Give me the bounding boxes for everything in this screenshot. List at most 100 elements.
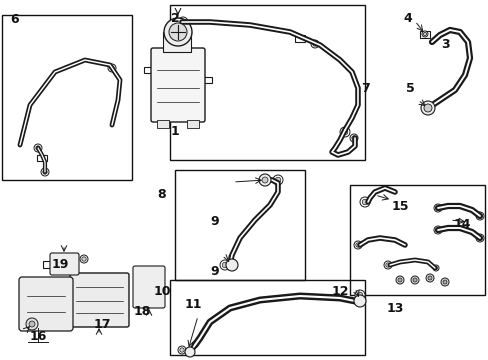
FancyBboxPatch shape: [19, 277, 73, 331]
Circle shape: [41, 168, 49, 176]
Text: 2: 2: [170, 12, 179, 25]
Circle shape: [420, 101, 434, 115]
Text: 16: 16: [29, 330, 46, 343]
Circle shape: [475, 234, 483, 242]
Bar: [175, 170, 305, 280]
Text: 13: 13: [386, 302, 403, 315]
Circle shape: [163, 18, 192, 46]
Circle shape: [178, 346, 185, 354]
Circle shape: [36, 146, 40, 150]
Bar: [419, 31, 429, 37]
Text: 3: 3: [440, 38, 448, 51]
Circle shape: [312, 42, 317, 46]
Circle shape: [272, 175, 283, 185]
Circle shape: [477, 236, 481, 240]
Text: 9: 9: [210, 215, 219, 228]
Bar: [157, 120, 169, 128]
Circle shape: [108, 64, 116, 72]
Circle shape: [354, 290, 364, 300]
Circle shape: [29, 321, 35, 327]
Circle shape: [259, 174, 270, 186]
Text: 5: 5: [405, 82, 413, 95]
Text: 6: 6: [11, 13, 19, 26]
Circle shape: [421, 31, 427, 37]
FancyBboxPatch shape: [50, 253, 79, 275]
Bar: [349, 185, 484, 295]
Circle shape: [339, 127, 349, 137]
Circle shape: [412, 278, 416, 282]
Bar: [37, 155, 47, 161]
Text: 1: 1: [170, 125, 179, 138]
Circle shape: [220, 260, 229, 270]
Bar: [170, 280, 364, 355]
Circle shape: [353, 295, 365, 307]
Circle shape: [355, 243, 360, 247]
Circle shape: [397, 278, 401, 282]
Circle shape: [80, 255, 88, 263]
FancyBboxPatch shape: [70, 273, 129, 327]
Text: 9: 9: [210, 265, 219, 278]
Circle shape: [110, 66, 114, 70]
Circle shape: [433, 204, 441, 212]
Circle shape: [357, 292, 362, 298]
Circle shape: [359, 197, 369, 207]
Circle shape: [423, 32, 426, 36]
Circle shape: [423, 104, 431, 112]
Circle shape: [351, 136, 355, 140]
Text: 18: 18: [133, 305, 150, 318]
Bar: [203, 77, 212, 83]
Circle shape: [362, 199, 367, 205]
Circle shape: [440, 278, 448, 286]
Circle shape: [180, 19, 185, 25]
Bar: [43, 261, 51, 267]
Circle shape: [425, 274, 433, 282]
Circle shape: [26, 318, 38, 330]
Circle shape: [442, 280, 446, 284]
Circle shape: [477, 214, 481, 218]
Bar: [294, 35, 305, 41]
Text: 11: 11: [184, 298, 202, 311]
Text: 8: 8: [157, 188, 166, 201]
Circle shape: [275, 177, 280, 183]
Circle shape: [81, 257, 86, 261]
Circle shape: [353, 241, 361, 249]
Text: 10: 10: [153, 285, 170, 298]
Text: 4: 4: [403, 12, 411, 25]
Circle shape: [427, 276, 431, 280]
Circle shape: [180, 348, 184, 352]
Circle shape: [169, 23, 186, 41]
Circle shape: [433, 226, 441, 234]
Circle shape: [310, 40, 318, 48]
Circle shape: [34, 144, 42, 152]
Circle shape: [433, 266, 437, 270]
Bar: [186, 120, 199, 128]
Text: 17: 17: [93, 318, 110, 331]
FancyBboxPatch shape: [133, 266, 164, 308]
Circle shape: [184, 347, 195, 357]
Text: 15: 15: [390, 200, 408, 213]
Bar: [163, 32, 191, 52]
Circle shape: [435, 206, 439, 210]
Bar: [143, 67, 152, 73]
Circle shape: [43, 170, 47, 174]
Circle shape: [475, 212, 483, 220]
Circle shape: [395, 276, 403, 284]
Circle shape: [225, 259, 238, 271]
Circle shape: [410, 276, 418, 284]
Circle shape: [342, 129, 347, 135]
Text: 14: 14: [452, 218, 470, 231]
Text: 7: 7: [360, 82, 368, 95]
Circle shape: [262, 177, 267, 183]
Circle shape: [432, 265, 438, 271]
Circle shape: [222, 262, 227, 268]
Bar: [170, 5, 364, 160]
Circle shape: [178, 17, 187, 27]
Circle shape: [349, 134, 357, 142]
FancyBboxPatch shape: [151, 48, 204, 122]
Circle shape: [385, 263, 389, 267]
Circle shape: [435, 228, 439, 232]
Bar: [2, 15, 132, 180]
Text: 19: 19: [51, 258, 68, 271]
Text: 12: 12: [330, 285, 348, 298]
Circle shape: [383, 261, 391, 269]
